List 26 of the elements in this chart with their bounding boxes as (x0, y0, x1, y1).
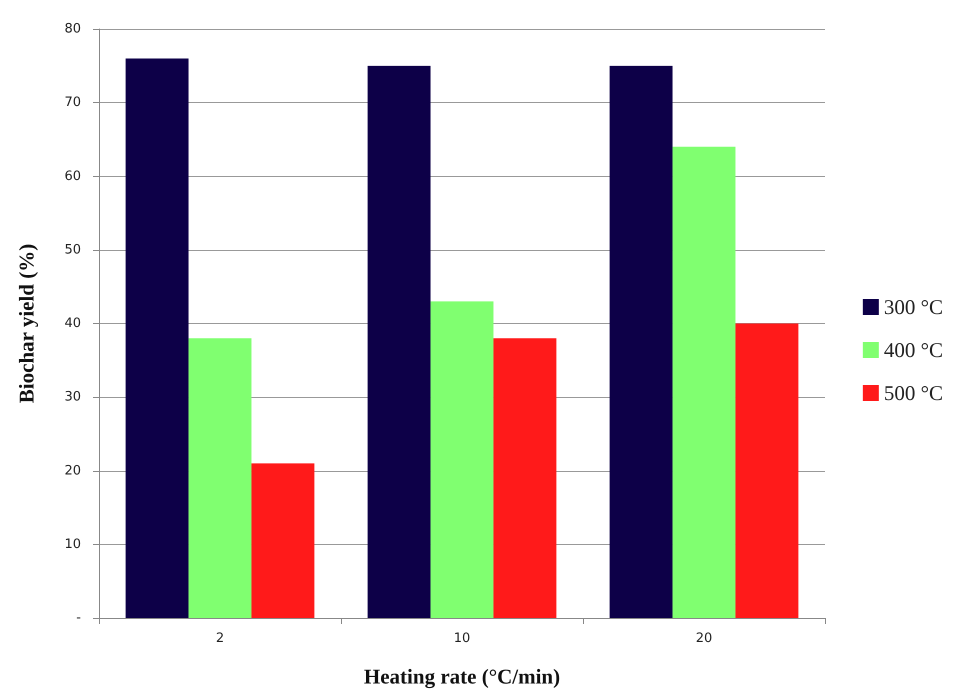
y-tick-label: 80 (64, 22, 81, 36)
bar (672, 146, 736, 618)
x-axis-title: Heating rate (°C/min) (364, 664, 560, 688)
y-axis-title: Biochar yield (%) (14, 244, 38, 404)
legend-label: 300 °C (884, 295, 943, 319)
y-tick-label: 10 (64, 536, 81, 552)
y-tick-label: 60 (64, 168, 81, 184)
y-tick-label: 30 (64, 390, 81, 405)
legend-label: 500 °C (884, 381, 943, 405)
legend-label: 400 °C (884, 338, 943, 362)
bar (368, 66, 431, 618)
bar (251, 463, 314, 618)
bar (735, 324, 798, 618)
bar (188, 338, 252, 618)
y-tick-label: 70 (64, 95, 81, 110)
y-tick-label: 50 (64, 242, 81, 258)
bar (126, 58, 189, 618)
bar (610, 66, 673, 618)
x-tick-label: 2 (216, 631, 224, 646)
y-tick-label: - (76, 610, 82, 626)
bar (493, 338, 556, 618)
y-tick-label: 20 (64, 463, 81, 478)
y-tick-label: 40 (64, 316, 81, 331)
bar (430, 301, 494, 618)
x-tick-label: 10 (454, 631, 470, 646)
x-tick-label: 20 (696, 631, 712, 646)
